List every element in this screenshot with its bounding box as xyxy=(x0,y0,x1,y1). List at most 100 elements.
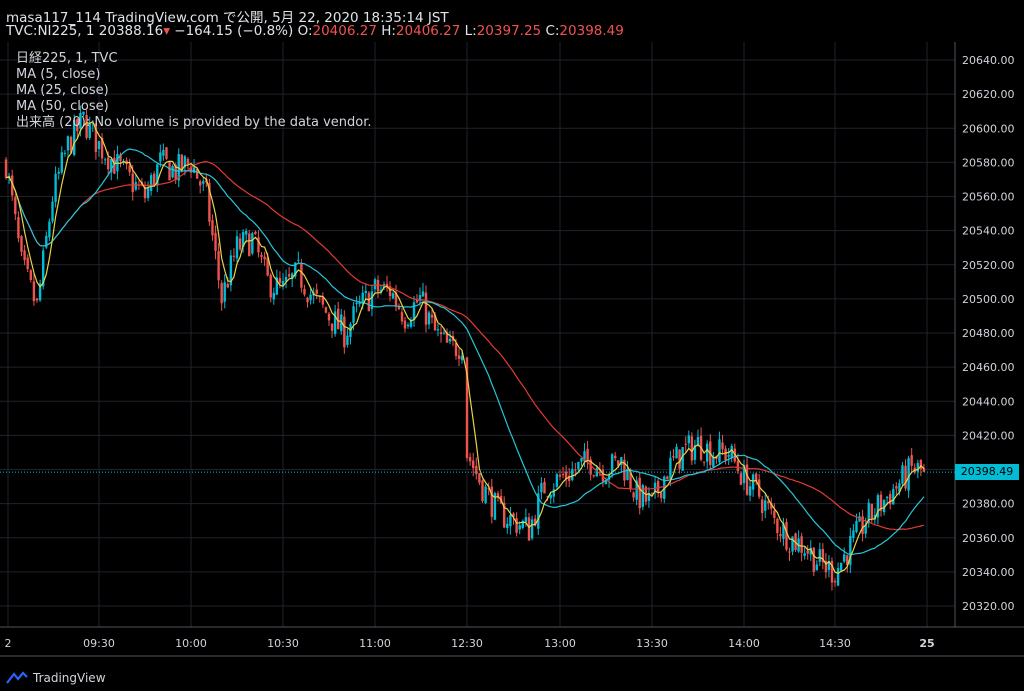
candle-body xyxy=(241,232,245,248)
candle-body xyxy=(165,147,168,159)
candle-body xyxy=(754,473,758,482)
candle-body xyxy=(706,443,709,462)
y-tick-label: 20380.00 xyxy=(962,498,1015,511)
candle-body xyxy=(540,483,543,493)
candle-body xyxy=(815,564,818,571)
x-tick-label: 10:00 xyxy=(175,637,207,650)
candle-body xyxy=(199,181,202,186)
candle-body xyxy=(235,236,239,259)
high-label: H: xyxy=(381,23,396,39)
candle-body xyxy=(681,447,684,471)
candle-body xyxy=(63,152,67,154)
candle-body xyxy=(454,342,458,356)
candle-body xyxy=(803,553,806,556)
publish-info: masa117_114 TradingView.com で公開, 5月 22, … xyxy=(6,10,449,26)
legend-symbol[interactable]: 日経225, 1, TVC xyxy=(16,51,118,66)
legend-volume[interactable]: 出来高 (20): No volume is provided by the d… xyxy=(16,115,372,130)
candle-body xyxy=(424,292,428,325)
candle-body xyxy=(343,316,346,348)
candle-body xyxy=(208,182,211,222)
y-tick-label: 20420.00 xyxy=(962,429,1015,442)
candle-body xyxy=(406,324,410,327)
candle-body xyxy=(35,298,39,301)
candle-body xyxy=(549,494,552,499)
candle-body xyxy=(922,468,926,473)
candle-body xyxy=(97,141,101,150)
low-label: L: xyxy=(464,23,477,39)
candle-body xyxy=(352,306,355,323)
candle-body xyxy=(583,451,586,462)
candle-body xyxy=(779,534,782,537)
candle-body xyxy=(730,445,733,459)
candle-body xyxy=(103,159,107,161)
candle-body xyxy=(162,149,165,156)
candle-body xyxy=(751,474,755,490)
tradingview-logo[interactable]: TradingView xyxy=(6,671,106,685)
candle-body xyxy=(898,483,901,492)
candle-body xyxy=(465,357,469,459)
candle-body xyxy=(724,448,727,460)
candle-body xyxy=(757,479,761,497)
candle-body xyxy=(910,455,913,466)
candle-body xyxy=(568,475,571,481)
candle-body xyxy=(358,301,361,305)
x-tick-label: 13:30 xyxy=(636,637,668,650)
candle-body xyxy=(159,152,162,162)
legend-ma50[interactable]: MA (50, close) xyxy=(16,99,109,114)
candle-body xyxy=(776,518,779,534)
candle-body xyxy=(767,501,770,504)
candle-body xyxy=(195,168,199,179)
x-tick-label: 09:30 xyxy=(83,637,115,650)
candle-body xyxy=(742,465,746,484)
candle-body xyxy=(251,233,254,254)
candle-body xyxy=(827,561,831,571)
candle-body xyxy=(712,457,715,467)
legend-ma25[interactable]: MA (25, close) xyxy=(16,83,109,98)
candle-body xyxy=(806,550,809,554)
ma50-line xyxy=(5,160,925,531)
candle-body xyxy=(702,461,706,463)
candle-body xyxy=(721,442,724,450)
x-tick-label: 14:30 xyxy=(819,637,851,650)
candle-body xyxy=(355,302,358,305)
candle-body xyxy=(281,280,285,286)
candle-body xyxy=(885,496,889,499)
candle-body xyxy=(718,439,721,463)
last-price: 20388.16 xyxy=(98,23,164,39)
down-arrow-icon: ▾ xyxy=(163,23,170,39)
candle-body xyxy=(861,516,864,535)
candle-body xyxy=(785,521,788,550)
candle-body xyxy=(543,481,546,494)
candle-body xyxy=(821,548,825,563)
candle-body xyxy=(632,492,635,498)
candle-body xyxy=(512,513,515,518)
candle-body xyxy=(592,475,595,477)
candle-body xyxy=(346,335,349,345)
candle-body xyxy=(433,314,437,331)
candle-body xyxy=(149,175,153,192)
candle-body xyxy=(876,495,880,518)
candle-body xyxy=(666,476,669,480)
candle-body xyxy=(100,137,104,159)
candle-body xyxy=(656,480,660,494)
candle-body xyxy=(60,152,63,173)
legend-ma5[interactable]: MA (5, close) xyxy=(16,67,101,82)
candle-body xyxy=(327,313,331,321)
candle-body xyxy=(727,454,730,457)
y-tick-label: 20640.00 xyxy=(962,54,1015,67)
high-value: 20406.27 xyxy=(395,23,461,39)
candle-body xyxy=(254,231,257,234)
candle-body xyxy=(684,443,687,445)
candle-body xyxy=(397,306,401,310)
candle-body xyxy=(687,435,690,444)
y-tick-label: 20360.00 xyxy=(962,532,1015,545)
candle-body xyxy=(524,517,528,522)
candle-body xyxy=(403,320,407,329)
candle-body xyxy=(555,474,559,487)
candle-body xyxy=(653,482,657,492)
candle-body xyxy=(153,173,156,186)
candle-body xyxy=(864,524,867,534)
candle-body xyxy=(833,580,837,583)
candle-body xyxy=(94,123,98,152)
